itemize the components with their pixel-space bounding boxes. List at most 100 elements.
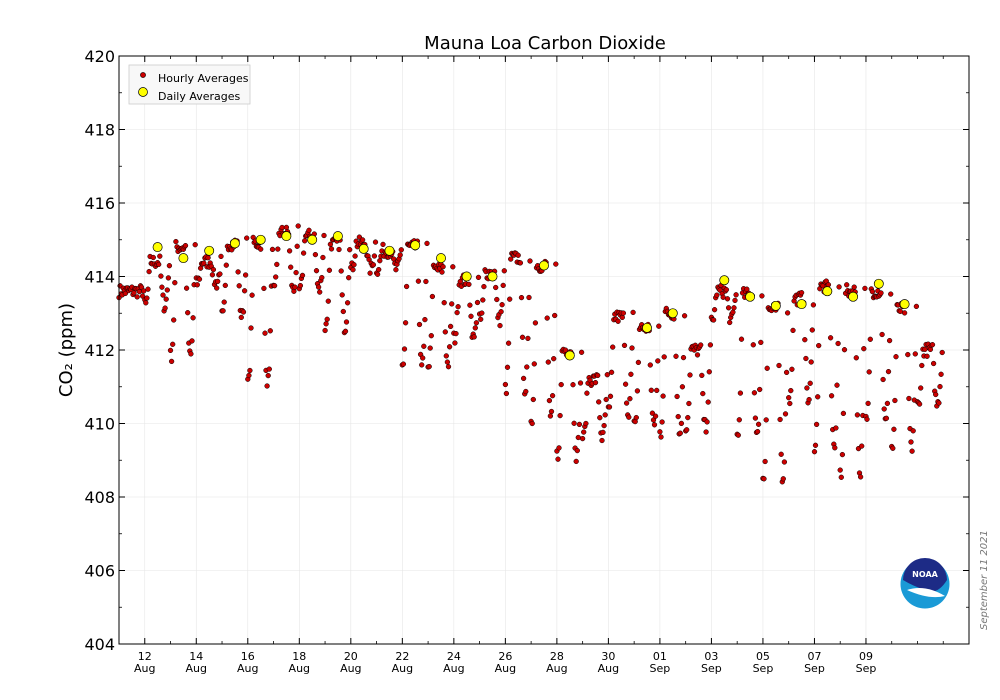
hourly-point — [502, 381, 509, 388]
hourly-point — [471, 334, 477, 340]
hourly-point — [185, 310, 191, 316]
hourly-point — [675, 413, 681, 420]
hourly-point — [336, 246, 342, 253]
x-tick-day: 14 — [189, 650, 203, 663]
hourly-point — [828, 393, 835, 399]
hourly-point — [376, 266, 382, 273]
hourly-point — [326, 267, 333, 273]
hourly-point — [939, 349, 945, 356]
hourly-point — [344, 300, 351, 306]
hourly-point — [661, 354, 667, 360]
x-tick-month: Aug — [598, 662, 619, 675]
hourly-point — [878, 290, 884, 296]
hourly-point — [654, 387, 660, 394]
hourly-point — [214, 285, 220, 291]
hourly-point — [306, 227, 312, 233]
hourly-point — [261, 285, 267, 292]
hourly-point — [165, 275, 172, 281]
hourly-point — [865, 400, 871, 407]
hourly-point — [810, 302, 817, 308]
hourly-point — [694, 352, 701, 358]
hourly-point — [557, 412, 563, 419]
hourly-point — [837, 467, 843, 473]
hourly-point — [240, 309, 247, 315]
hourly-point — [188, 351, 194, 357]
hourly-point — [400, 361, 407, 367]
x-tick-day: 20 — [344, 650, 358, 663]
x-tick-month: Sep — [701, 662, 722, 675]
hourly-point — [323, 321, 329, 327]
hourly-point — [275, 246, 281, 252]
x-tick-day: 03 — [704, 650, 718, 663]
hourly-point — [325, 298, 331, 304]
hourly-point — [905, 351, 911, 358]
hourly-point — [807, 380, 813, 386]
hourly-point — [686, 400, 692, 407]
y-tick-label: 410 — [84, 415, 115, 434]
hourly-point — [601, 422, 607, 429]
hourly-point — [751, 390, 758, 396]
daily-point — [255, 234, 266, 245]
hourly-point — [367, 270, 373, 276]
hourly-point — [778, 451, 784, 457]
hourly-point — [595, 372, 601, 379]
hourly-point — [832, 445, 838, 451]
hourly-point — [164, 287, 170, 293]
date-note: September 11 2021 — [979, 530, 990, 630]
hourly-point — [530, 396, 536, 403]
hourly-point — [269, 246, 276, 253]
hourly-point — [602, 412, 608, 418]
hourly-point — [136, 288, 143, 295]
hourly-point — [529, 420, 535, 427]
x-tick-month: Sep — [804, 662, 825, 675]
daily-point — [745, 291, 756, 302]
daily-point — [564, 350, 575, 361]
hourly-point — [710, 317, 717, 323]
hourly-point — [439, 269, 445, 275]
hourly-point — [444, 359, 451, 365]
daily-point — [229, 238, 240, 249]
hourly-point — [627, 396, 633, 402]
hourly-point — [166, 263, 173, 269]
hourly-point — [262, 330, 268, 336]
hourly-point — [816, 342, 822, 349]
y-axis: 404 406 408 410 412 414 416 418 420 — [84, 47, 969, 654]
hourly-point — [579, 435, 586, 442]
hourly-point — [724, 296, 731, 302]
hourly-point — [888, 291, 894, 297]
hourly-point — [520, 375, 527, 382]
hourly-point — [656, 323, 662, 329]
hourly-point — [424, 240, 430, 247]
hourly-point — [626, 414, 632, 420]
hourly-point — [659, 419, 665, 425]
hourly-point — [783, 369, 790, 376]
hourly-point — [864, 416, 870, 422]
hourly-point — [205, 255, 211, 261]
hourly-point — [573, 458, 579, 465]
hourly-point — [468, 313, 474, 319]
hourly-point — [472, 325, 478, 331]
hourly-point — [633, 414, 639, 421]
hourly-point — [606, 404, 613, 410]
daily-point — [539, 260, 549, 271]
hourly-point — [851, 284, 857, 290]
hourly-point — [684, 427, 690, 433]
hourly-point — [804, 385, 810, 391]
x-tick-month: Aug — [340, 662, 361, 675]
hourly-point — [788, 387, 794, 394]
hourly-point — [674, 393, 680, 400]
hourly-point — [328, 246, 335, 252]
hourly-point — [648, 387, 654, 393]
hourly-point — [452, 340, 458, 346]
hourly-point — [657, 429, 663, 435]
hourly-point — [517, 260, 524, 266]
hourly-point — [913, 303, 920, 310]
hourly-point — [937, 383, 943, 390]
hourly-point — [167, 347, 174, 354]
hourly-point — [545, 359, 551, 365]
hourly-point — [479, 310, 485, 316]
hourly-point — [623, 400, 630, 406]
x-tick-month: Aug — [546, 662, 567, 675]
hourly-point — [222, 282, 228, 289]
hourly-point — [351, 262, 357, 268]
